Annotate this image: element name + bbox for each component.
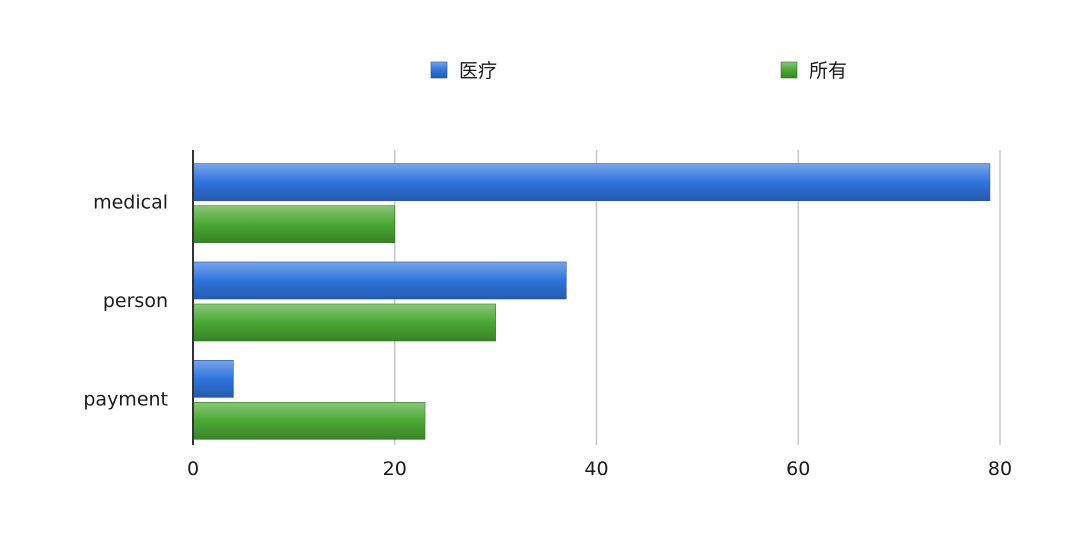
x-tick-label-40: 40 — [584, 458, 608, 480]
category-label-medical: medical — [93, 192, 168, 214]
x-tick-label-80: 80 — [988, 458, 1012, 480]
bar-medical-0 — [192, 163, 991, 201]
legend-swatch-0 — [430, 61, 448, 79]
category-label-payment: payment — [83, 388, 168, 410]
bar-payment-1 — [192, 402, 426, 440]
legend-item-1: 所有 — [780, 60, 847, 82]
bar-person-1 — [192, 303, 496, 342]
category-label-person: person — [103, 290, 168, 312]
legend-swatch-1 — [780, 61, 798, 79]
bar-payment-0 — [192, 360, 234, 398]
bar-person-0 — [192, 261, 567, 300]
bar-medical-1 — [192, 205, 396, 243]
legend-label-0: 医疗 — [459, 60, 497, 82]
legend-item-0: 医疗 — [430, 60, 497, 82]
legend: 医疗 所有 — [430, 60, 847, 82]
bars — [192, 163, 991, 440]
x-tick-label-60: 60 — [786, 458, 810, 480]
x-tick-label-0: 0 — [187, 458, 199, 480]
legend-label-1: 所有 — [809, 60, 847, 82]
tick-labels: medical person payment 0 20 40 60 80 — [83, 192, 1012, 480]
x-tick-label-20: 20 — [383, 458, 407, 480]
